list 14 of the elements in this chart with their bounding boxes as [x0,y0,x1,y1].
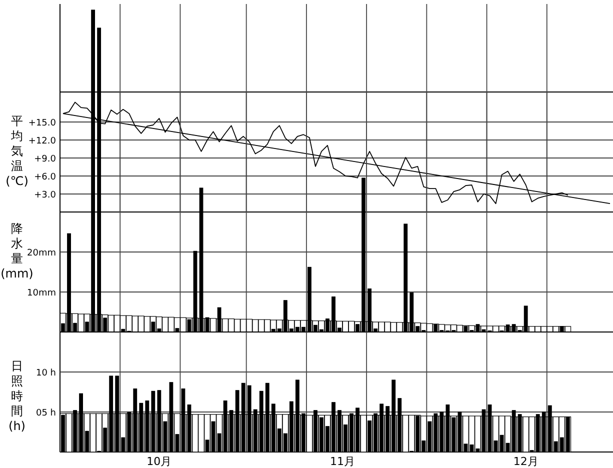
x-tick-label: 11月 [330,455,356,468]
y-tick-label: +3.0 [34,190,56,200]
y-tick-label: 05 h [36,408,56,418]
x-tick-label: 10月 [146,455,172,468]
y-tick-label: 10 h [36,368,56,378]
y-axis-title: 日照時間(h) [8,359,26,433]
y-tick-label: 10mm [27,288,56,298]
y-tick-label: +15.0 [28,118,56,128]
y-tick-label: 20mm [27,248,56,258]
y-tick-label: +12.0 [28,136,56,146]
y-tick-label: +6.0 [34,172,56,182]
y-tick-label: +9.0 [34,154,56,164]
x-tick-label: 12月 [513,455,538,468]
y-axis-title: 平均気温(℃) [6,114,28,188]
